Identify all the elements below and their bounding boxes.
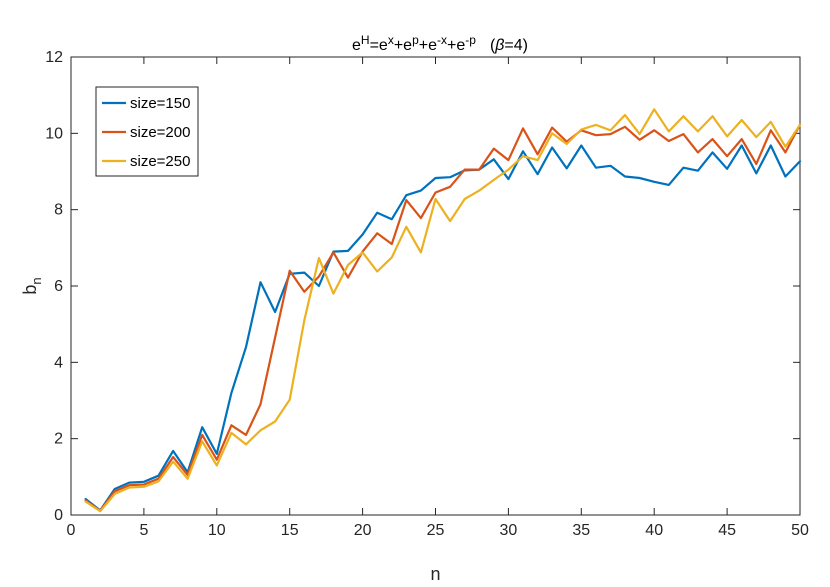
title-sup-0: H <box>361 33 370 47</box>
series-line-3 <box>84 108 802 513</box>
title-sup-1: x <box>388 33 394 47</box>
y-label-sub: n <box>29 277 44 284</box>
x-tick-label: 50 <box>791 522 809 539</box>
title-part-3: +e <box>419 37 437 54</box>
x-axis-label: n <box>430 564 440 584</box>
y-tick-label: 4 <box>54 354 63 371</box>
legend-label-2: size=200 <box>130 124 190 141</box>
x-tick-label: 10 <box>208 522 226 539</box>
y-tick-label: 0 <box>54 507 63 524</box>
title-beta: β <box>494 37 504 54</box>
x-tick-label: 40 <box>645 522 663 539</box>
y-tick-label: 2 <box>54 431 63 448</box>
x-tick-label: 5 <box>139 522 148 539</box>
x-tick-label: 30 <box>500 522 518 539</box>
title-sup-4: -p <box>465 33 476 47</box>
title-sup-3: -x <box>437 33 447 47</box>
series-line-2 <box>84 123 802 512</box>
axis-ticks: 0 5 10 15 20 25 30 35 40 45 50 0 2 4 6 8 10 12 <box>45 49 809 539</box>
y-tick-label: 12 <box>45 49 63 66</box>
title-suffix-close: =4) <box>504 37 528 54</box>
title-suffix-open: ( <box>490 37 496 54</box>
title-sup-2: p <box>412 33 419 47</box>
title-part-2: +e <box>394 37 412 54</box>
x-tick-label: 25 <box>427 522 445 539</box>
y-label-base: b <box>20 285 40 295</box>
legend-label-3: size=250 <box>130 153 190 170</box>
series-lines <box>84 108 802 513</box>
y-tick-label: 8 <box>54 202 63 219</box>
y-tick-label: 10 <box>45 125 63 142</box>
x-tick-label: 15 <box>281 522 299 539</box>
chart-title: eH​=ex​+ep​+e-x​+e-p​(β=4) <box>352 33 528 54</box>
series-line-1 <box>84 144 802 512</box>
x-tick-label: 20 <box>354 522 372 539</box>
x-tick-label: 45 <box>718 522 736 539</box>
legend-label-1: size=150 <box>130 95 190 112</box>
title-part-0: e <box>352 37 361 54</box>
y-tick-label: 6 <box>54 278 63 295</box>
x-tick-label: 35 <box>572 522 590 539</box>
title-part-4: +e <box>447 37 465 54</box>
y-axis-label: bn <box>20 277 44 294</box>
title-part-1: =e <box>370 37 388 54</box>
legend: size=150 size=200 size=250 <box>95 86 199 177</box>
x-tick-label: 0 <box>67 522 76 539</box>
